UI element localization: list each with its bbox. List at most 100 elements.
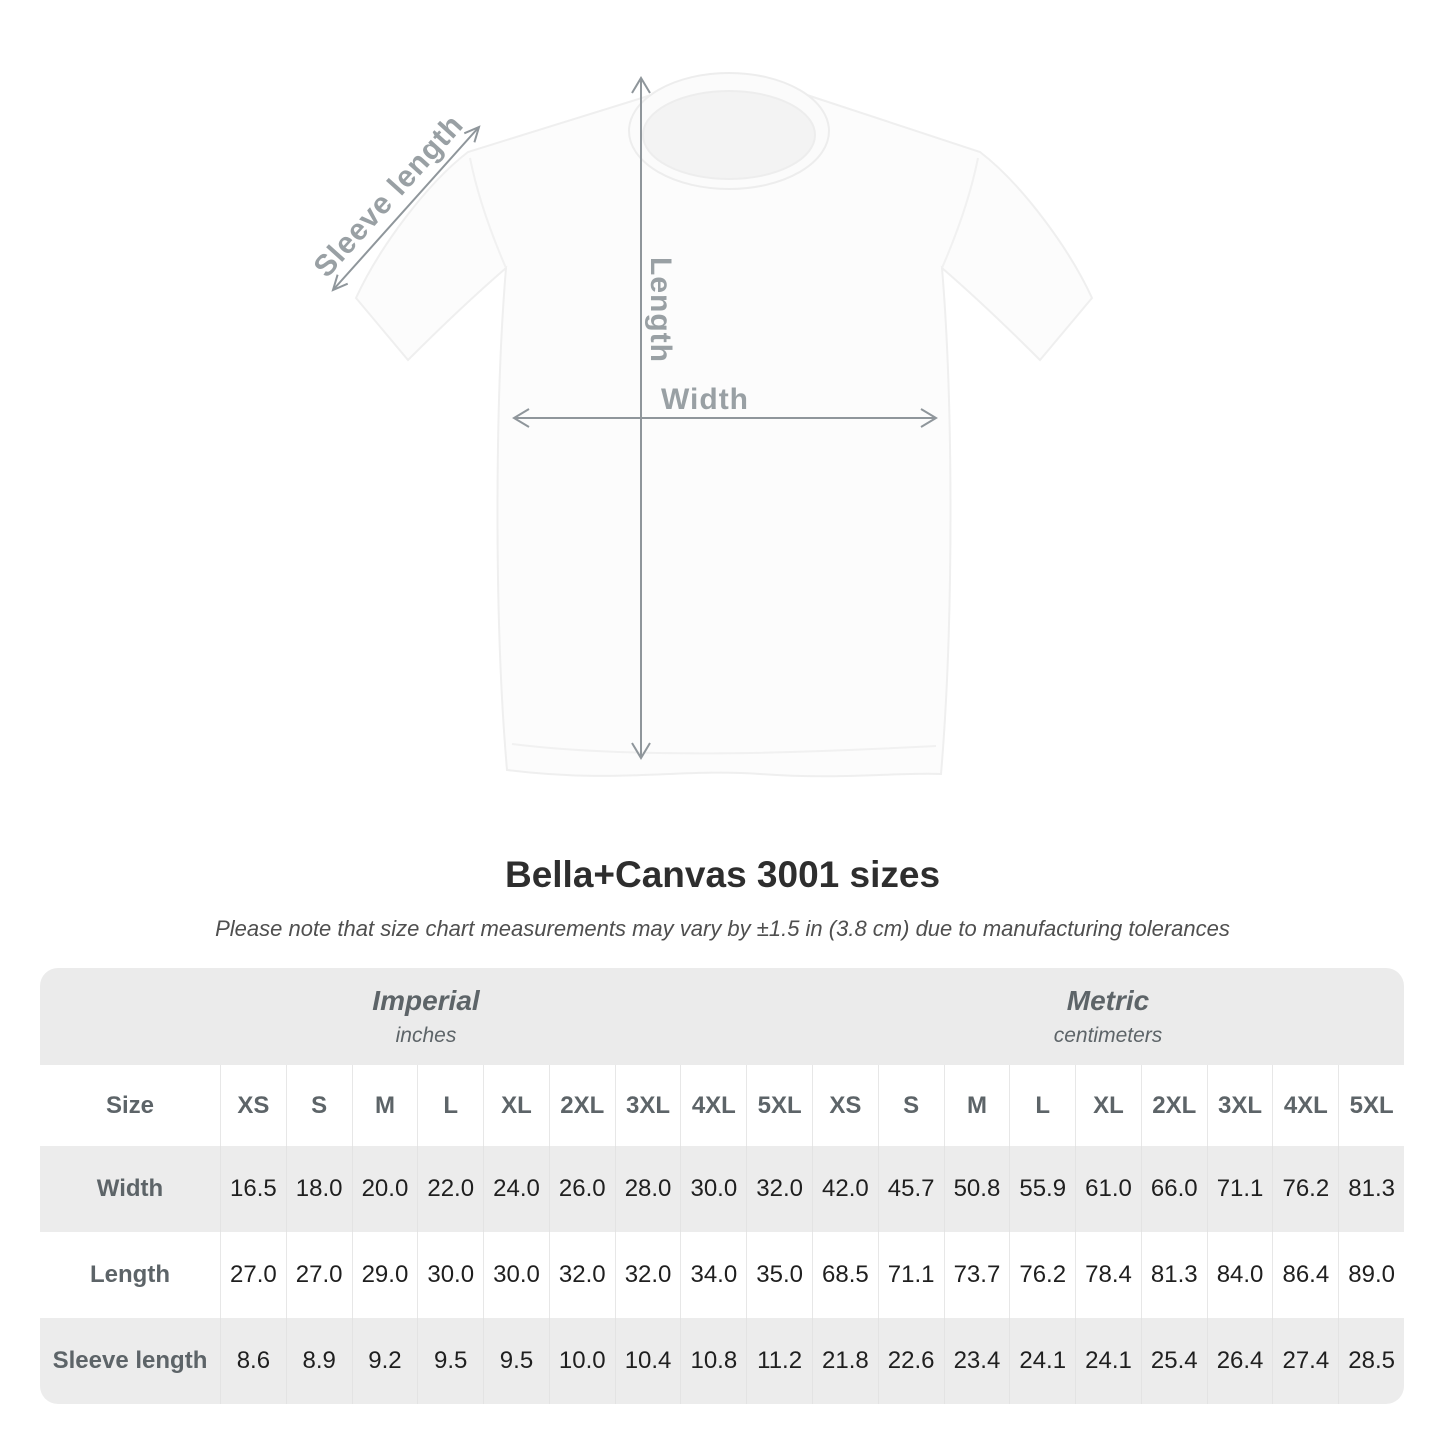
value-cell: 30.0 bbox=[680, 1146, 747, 1232]
size-header-cell: XS bbox=[220, 1065, 286, 1146]
value-cell: 23.4 bbox=[943, 1318, 1010, 1404]
value-cell: 10.4 bbox=[614, 1318, 681, 1404]
value-cell: 50.8 bbox=[943, 1146, 1010, 1232]
value-cell: 16.5 bbox=[220, 1146, 286, 1232]
metric-unit-label: centimeters bbox=[1053, 1024, 1163, 1047]
value-cell: 27.0 bbox=[285, 1232, 352, 1318]
value-cell: 29.0 bbox=[351, 1232, 418, 1318]
value-cell: 24.0 bbox=[483, 1146, 549, 1232]
value-cell: 42.0 bbox=[812, 1146, 878, 1232]
arrowhead-down-icon bbox=[631, 742, 651, 760]
value-cell: 22.6 bbox=[877, 1318, 944, 1404]
length-label: Length bbox=[644, 257, 677, 363]
value-cell: 10.8 bbox=[680, 1318, 747, 1404]
imperial-section-header: Imperial inches bbox=[40, 968, 812, 1065]
size-header-cell: S bbox=[877, 1065, 944, 1146]
value-cell: 34.0 bbox=[680, 1232, 747, 1318]
value-cell: 18.0 bbox=[285, 1146, 352, 1232]
collar bbox=[627, 72, 831, 190]
imperial-unit-label: inches bbox=[395, 1024, 457, 1047]
size-header-cell: 4XL bbox=[680, 1065, 747, 1146]
value-cell: 86.4 bbox=[1272, 1232, 1339, 1318]
value-cell: 27.0 bbox=[220, 1232, 286, 1318]
value-cell: 30.0 bbox=[483, 1232, 549, 1318]
value-cell: 32.0 bbox=[746, 1146, 812, 1232]
arrowhead-right-icon bbox=[920, 408, 938, 428]
value-cell: 55.9 bbox=[1009, 1146, 1076, 1232]
value-cell: 28.0 bbox=[614, 1146, 681, 1232]
value-cell: 11.2 bbox=[746, 1318, 812, 1404]
size-header-cell: XS bbox=[812, 1065, 878, 1146]
value-cell: 71.1 bbox=[1206, 1146, 1273, 1232]
value-cell: 71.1 bbox=[877, 1232, 944, 1318]
metric-label: Metric bbox=[1066, 985, 1150, 1016]
size-header-cell: M bbox=[351, 1065, 418, 1146]
value-cell: 68.5 bbox=[812, 1232, 878, 1318]
hem-stitch bbox=[511, 743, 937, 755]
value-cell: 81.3 bbox=[1338, 1146, 1404, 1232]
value-cell: 76.2 bbox=[1272, 1146, 1339, 1232]
value-cell: 26.4 bbox=[1206, 1318, 1273, 1404]
size-column-header: Size bbox=[40, 1065, 220, 1146]
value-cell: 9.2 bbox=[351, 1318, 418, 1404]
size-header-cell: L bbox=[1009, 1065, 1076, 1146]
row-label: Length bbox=[40, 1232, 220, 1318]
value-cell: 24.1 bbox=[1009, 1318, 1076, 1404]
value-cell: 81.3 bbox=[1140, 1232, 1207, 1318]
value-cell: 76.2 bbox=[1009, 1232, 1076, 1318]
arrowhead-up-icon bbox=[631, 76, 651, 94]
right-sleeve-seam bbox=[941, 157, 979, 269]
value-cell: 32.0 bbox=[548, 1232, 615, 1318]
size-header-cell: 5XL bbox=[746, 1065, 812, 1146]
width-label: Width bbox=[661, 383, 749, 416]
value-cell: 89.0 bbox=[1338, 1232, 1404, 1318]
sleeve-length-arrow bbox=[332, 126, 480, 291]
value-cell: 8.9 bbox=[285, 1318, 352, 1404]
row-label: Sleeve length bbox=[40, 1318, 220, 1404]
size-header-cell: 2XL bbox=[1140, 1065, 1207, 1146]
left-sleeve-seam bbox=[469, 157, 507, 269]
value-cell: 27.4 bbox=[1272, 1318, 1339, 1404]
value-cell: 30.0 bbox=[417, 1232, 484, 1318]
arrowhead-downleft-icon bbox=[331, 274, 349, 292]
value-cell: 61.0 bbox=[1075, 1146, 1141, 1232]
value-cell: 24.1 bbox=[1075, 1318, 1141, 1404]
size-chart-table: Imperial inches Metric centimeters Size X… bbox=[40, 968, 1404, 1404]
tolerance-note: Please note that size chart measurements… bbox=[215, 916, 1230, 941]
size-header-cell: 2XL bbox=[548, 1065, 615, 1146]
tshirt-measurement-diagram: Sleeve length Length Width bbox=[308, 72, 1094, 778]
size-chart-grid: Imperial inches Metric centimeters Size X… bbox=[40, 968, 1404, 1404]
imperial-label: Imperial bbox=[372, 985, 480, 1016]
row-label: Width bbox=[40, 1146, 220, 1232]
value-cell: 9.5 bbox=[483, 1318, 549, 1404]
size-header-cell: 3XL bbox=[1206, 1065, 1273, 1146]
arrowhead-left-icon bbox=[512, 408, 530, 428]
size-header-cell: 5XL bbox=[1338, 1065, 1404, 1146]
value-cell: 10.0 bbox=[548, 1318, 615, 1404]
value-cell: 66.0 bbox=[1140, 1146, 1207, 1232]
arrowhead-upright-icon bbox=[463, 125, 481, 143]
value-cell: 73.7 bbox=[943, 1232, 1010, 1318]
tshirt-image bbox=[354, 80, 1094, 778]
size-header-cell: L bbox=[417, 1065, 484, 1146]
size-header-cell: XL bbox=[1075, 1065, 1141, 1146]
value-cell: 32.0 bbox=[614, 1232, 681, 1318]
size-header-cell: M bbox=[943, 1065, 1010, 1146]
value-cell: 78.4 bbox=[1075, 1232, 1141, 1318]
value-cell: 9.5 bbox=[417, 1318, 484, 1404]
size-header-cell: 3XL bbox=[614, 1065, 681, 1146]
size-header-cell: 4XL bbox=[1272, 1065, 1339, 1146]
value-cell: 28.5 bbox=[1338, 1318, 1404, 1404]
value-cell: 21.8 bbox=[812, 1318, 878, 1404]
size-header-cell: S bbox=[285, 1065, 352, 1146]
size-header-cell: XL bbox=[483, 1065, 549, 1146]
value-cell: 22.0 bbox=[417, 1146, 484, 1232]
value-cell: 35.0 bbox=[746, 1232, 812, 1318]
value-cell: 20.0 bbox=[351, 1146, 418, 1232]
value-cell: 8.6 bbox=[220, 1318, 286, 1404]
value-cell: 26.0 bbox=[548, 1146, 615, 1232]
page-title: Bella+Canvas 3001 sizes bbox=[504, 854, 941, 895]
value-cell: 84.0 bbox=[1206, 1232, 1273, 1318]
value-cell: 45.7 bbox=[877, 1146, 944, 1232]
